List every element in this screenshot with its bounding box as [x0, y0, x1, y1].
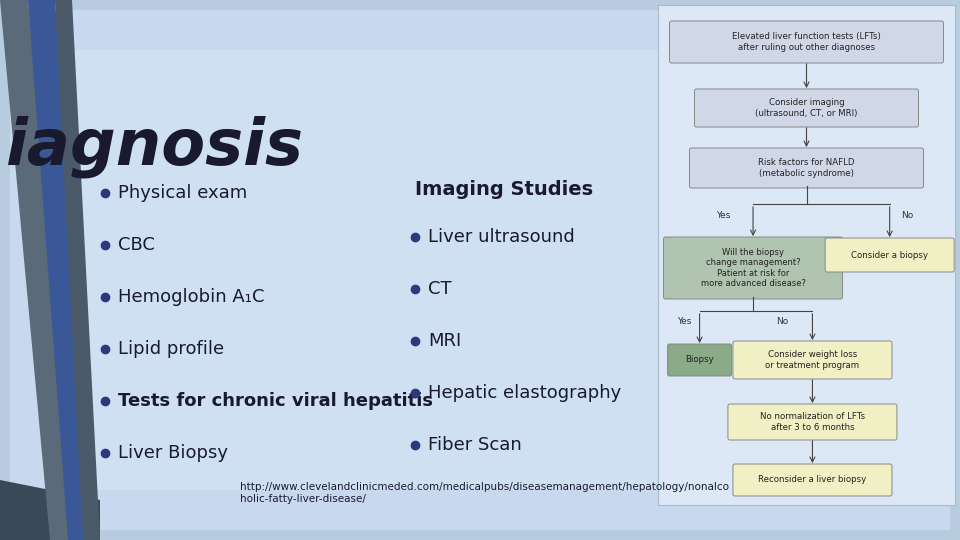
Text: Risk factors for NAFLD
(metabolic syndrome): Risk factors for NAFLD (metabolic syndro… [758, 158, 854, 178]
Text: Hemoglobin A₁C: Hemoglobin A₁C [118, 288, 265, 306]
FancyBboxPatch shape [667, 344, 732, 376]
Text: Yes: Yes [678, 318, 692, 327]
FancyBboxPatch shape [663, 237, 843, 299]
FancyBboxPatch shape [728, 404, 897, 440]
Text: Biopsy: Biopsy [685, 355, 714, 364]
Polygon shape [55, 0, 100, 540]
Text: No: No [901, 212, 914, 220]
FancyBboxPatch shape [694, 89, 919, 127]
Text: Yes: Yes [716, 212, 731, 220]
Text: iagnosis: iagnosis [5, 115, 303, 178]
Text: Consider a biopsy: Consider a biopsy [852, 251, 928, 260]
Polygon shape [0, 480, 100, 540]
Text: Consider weight loss
or treatment program: Consider weight loss or treatment progra… [765, 350, 859, 370]
Text: Liver ultrasound: Liver ultrasound [428, 228, 575, 246]
Text: Tests for chronic viral hepatitis: Tests for chronic viral hepatitis [118, 392, 433, 410]
Bar [50, 50, 910, 490]
FancyBboxPatch shape [689, 148, 924, 188]
Text: Fiber Scan: Fiber Scan [428, 436, 521, 454]
Text: Elevated liver function tests (LFTs)
after ruling out other diagnoses: Elevated liver function tests (LFTs) aft… [732, 32, 881, 52]
Polygon shape [28, 0, 95, 540]
Text: Lipid profile: Lipid profile [118, 340, 224, 358]
Text: Physical exam: Physical exam [118, 184, 248, 202]
Polygon shape [0, 0, 78, 540]
Text: Consider imaging
(ultrasound, CT, or MRI): Consider imaging (ultrasound, CT, or MRI… [756, 98, 857, 118]
FancyBboxPatch shape [669, 21, 944, 63]
Text: Imaging Studies: Imaging Studies [415, 180, 593, 199]
Text: No: No [777, 318, 788, 327]
Text: CT: CT [428, 280, 451, 298]
FancyBboxPatch shape [826, 238, 954, 272]
Text: Reconsider a liver biopsy: Reconsider a liver biopsy [758, 476, 867, 484]
Text: CBC: CBC [118, 236, 155, 254]
Text: No normalization of LFTs
after 3 to 6 months: No normalization of LFTs after 3 to 6 mo… [760, 413, 865, 431]
Text: Will the biopsy
change management?
Patient at risk for
more advanced disease?: Will the biopsy change management? Patie… [701, 248, 805, 288]
Text: Liver Biopsy: Liver Biopsy [118, 444, 228, 462]
FancyBboxPatch shape [732, 341, 892, 379]
FancyBboxPatch shape [732, 464, 892, 496]
Text: MRI: MRI [428, 332, 461, 350]
Text: Hepatic elastography: Hepatic elastography [428, 384, 621, 402]
Bar [658, 5, 955, 505]
Text: http://www.clevelandclinicmeded.com/medicalpubs/diseasemanagement/hepatology/non: http://www.clevelandclinicmeded.com/medi… [240, 482, 729, 504]
